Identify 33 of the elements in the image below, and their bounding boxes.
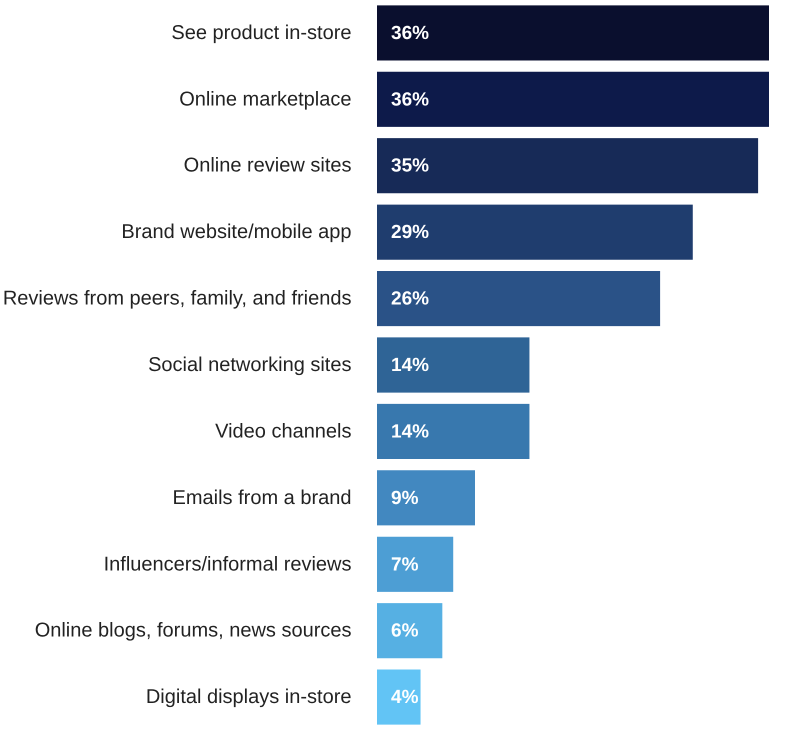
bar xyxy=(377,470,475,526)
bar xyxy=(377,536,454,592)
y-tick-label: Social networking sites xyxy=(148,354,352,376)
data-label: 26% xyxy=(391,288,430,310)
data-label: 14% xyxy=(391,421,430,442)
bar xyxy=(377,404,530,459)
data-label: 4% xyxy=(391,687,419,708)
bar xyxy=(377,603,442,658)
bar xyxy=(377,138,758,194)
y-tick-label: Influencers/informal reviews xyxy=(104,553,352,576)
bar xyxy=(377,72,769,127)
y-tick-label: See product in-store xyxy=(171,22,352,44)
y-tick-label: Emails from a brand xyxy=(172,486,352,509)
y-tick-label: Brand website/mobile app xyxy=(121,221,352,244)
y-tick-label: Online review sites xyxy=(184,154,352,177)
y-tick-label: Online marketplace xyxy=(179,88,352,110)
bar xyxy=(377,204,693,260)
data-label: 35% xyxy=(391,156,430,177)
y-tick-label: Online blogs, forums, news sources xyxy=(34,620,352,642)
data-label: 29% xyxy=(391,222,430,244)
bar xyxy=(377,5,769,60)
data-label: 14% xyxy=(391,355,430,376)
y-tick-label: Reviews from peers, family, and friends xyxy=(2,288,352,310)
bar xyxy=(377,670,421,725)
data-label: 36% xyxy=(391,89,430,110)
bar xyxy=(377,337,530,393)
data-label: 36% xyxy=(391,22,430,44)
data-label: 9% xyxy=(391,488,419,509)
bar xyxy=(377,271,660,326)
data-label: 7% xyxy=(391,554,419,576)
data-label: 6% xyxy=(391,620,419,642)
y-tick-label: Digital displays in-store xyxy=(146,686,352,708)
y-tick-label: Video channels xyxy=(215,420,352,442)
